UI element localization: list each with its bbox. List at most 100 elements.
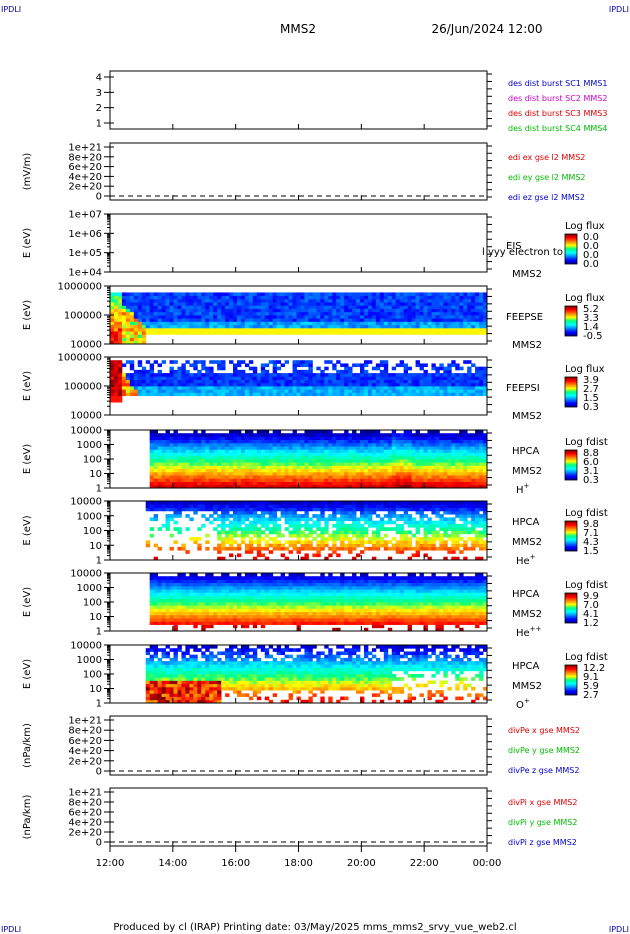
- spectrogram-cell: [141, 311, 147, 316]
- spectrogram-cell: [221, 389, 226, 393]
- spectrogram-cell: [229, 514, 234, 518]
- spectrogram-cell: [233, 449, 238, 453]
- spectrogram-cell: [371, 433, 377, 437]
- spectrogram-cell: [169, 514, 174, 518]
- colorbar-tick-label: 0.3: [583, 402, 599, 413]
- spectrogram-cell: [205, 478, 210, 482]
- spectrogram-cell: [256, 553, 262, 558]
- spectrogram-cell: [165, 475, 170, 479]
- spectrogram-cell: [340, 537, 345, 541]
- spectrogram-cell: [427, 321, 432, 326]
- spectrogram-cell: [479, 324, 484, 329]
- spectrogram-cell: [312, 433, 317, 437]
- spectrogram-cell: [340, 540, 345, 545]
- spectrogram-cell: [328, 360, 333, 364]
- spectrogram-cell: [395, 468, 401, 473]
- spectrogram-cell: [300, 530, 305, 535]
- spectrogram-cell: [308, 455, 313, 460]
- spectrogram-cell: [328, 430, 333, 434]
- spectrogram-cell: [344, 376, 349, 380]
- spectrogram-cell: [233, 504, 238, 508]
- spectrogram-cell: [403, 484, 409, 489]
- spectrogram-cell: [431, 530, 436, 535]
- spectrogram-cell: [415, 433, 420, 437]
- spectrogram-cell: [483, 543, 488, 548]
- spectrogram-cell: [475, 433, 480, 437]
- spectrogram-cell: [419, 465, 424, 470]
- spectrogram-cell: [379, 369, 385, 374]
- spectrogram-cell: [443, 436, 448, 441]
- spectrogram-cell: [280, 455, 286, 460]
- spectrogram-cell: [233, 459, 238, 463]
- spectrogram-cell: [399, 501, 405, 505]
- spectrogram-cell: [288, 295, 293, 300]
- spectrogram-cell: [189, 376, 194, 380]
- spectrogram-cell: [276, 439, 282, 444]
- spectrogram-cell: [332, 455, 337, 460]
- spectrogram-cell: [233, 363, 238, 368]
- spectrogram-cell: [149, 436, 155, 441]
- spectrogram-cell: [169, 462, 174, 466]
- spectrogram-cell: [423, 298, 428, 303]
- spectrogram-cell: [467, 382, 472, 387]
- spectrogram-cell: [415, 321, 420, 326]
- spectrogram-cell: [379, 382, 385, 387]
- spectrogram-cell: [431, 543, 436, 548]
- spectrogram-cell: [332, 468, 337, 473]
- spectrogram-cell: [375, 459, 381, 463]
- spectrogram-cell: [399, 449, 405, 453]
- spectrogram-cell: [451, 392, 456, 397]
- spectrogram-cell: [236, 433, 242, 437]
- spectrogram-cell: [185, 455, 190, 460]
- spectrogram-cell: [181, 324, 186, 329]
- spectrogram-cell: [332, 550, 337, 554]
- spectrogram-cell: [117, 382, 123, 387]
- spectrogram-cell: [451, 481, 456, 486]
- spectrogram-cell: [463, 382, 468, 387]
- spectrogram-cell: [439, 533, 444, 538]
- spectrogram-cell: [360, 298, 365, 303]
- spectrogram-cell: [363, 504, 369, 508]
- spectrogram-cell: [189, 504, 194, 508]
- spectrogram-cell: [312, 475, 317, 479]
- spectrogram-cell: [280, 376, 286, 380]
- spectrogram-cell: [439, 439, 444, 444]
- spectrogram-cell: [185, 292, 190, 297]
- spectrogram-cell: [276, 449, 282, 453]
- spectrogram-cell: [459, 446, 464, 450]
- spectrogram-cell: [201, 292, 206, 297]
- spectrogram-cell: [280, 481, 286, 486]
- spectrogram-cell: [229, 318, 234, 322]
- spectrogram-cell: [411, 389, 416, 393]
- spectrogram-cell: [352, 449, 357, 453]
- spectrogram-cell: [479, 442, 484, 447]
- spectrogram-cell: [264, 386, 270, 390]
- spectrogram-cell: [344, 331, 349, 335]
- spectrogram-cell: [348, 471, 353, 476]
- spectrogram-cell: [193, 468, 198, 473]
- spectrogram-cell: [221, 452, 226, 457]
- spectrogram-cell: [312, 471, 317, 476]
- spectrogram-cell: [113, 305, 119, 309]
- spectrogram-cell: [240, 308, 246, 313]
- spectrogram-cell: [233, 305, 238, 309]
- spectrogram-cell: [439, 442, 444, 447]
- spectrogram-cell: [371, 484, 377, 489]
- spectrogram-cell: [451, 315, 456, 319]
- spectrogram-cell: [439, 540, 444, 545]
- spectrogram-cell: [157, 392, 162, 397]
- spectrogram-cell: [296, 452, 301, 457]
- spectrogram-cell: [177, 510, 182, 515]
- spectrogram-cell: [165, 459, 170, 463]
- spectrogram-cell: [272, 295, 278, 300]
- spectrogram-cell: [276, 471, 282, 476]
- spectrogram-cell: [439, 471, 444, 476]
- spectrogram-cell: [348, 302, 353, 306]
- spectrogram-cell: [391, 298, 397, 303]
- spectrogram-cell: [471, 302, 476, 306]
- spectrogram-cell: [415, 379, 420, 384]
- spectrogram-cell: [352, 455, 357, 460]
- spectrogram-cell: [451, 520, 456, 525]
- spectrogram-cell: [356, 436, 361, 441]
- spectrogram-cell: [236, 455, 242, 460]
